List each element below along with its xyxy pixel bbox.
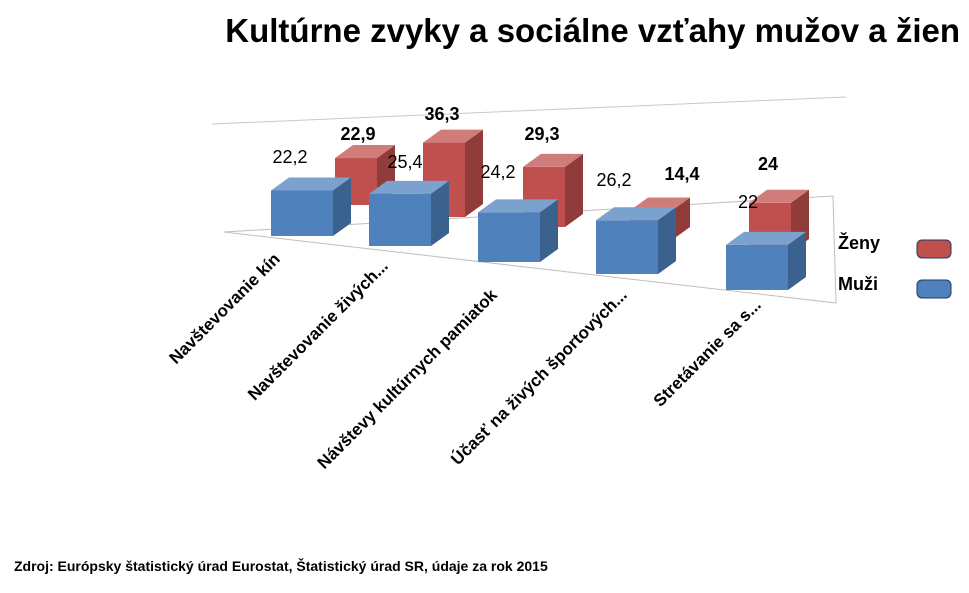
data-label-muzi-3: 26,2	[596, 170, 631, 190]
bar-muzi-4-top	[726, 231, 806, 245]
legend: Ženy Muži	[838, 232, 952, 299]
data-label-zeny-2: 29,3	[524, 124, 559, 144]
data-label-zeny-1: 36,3	[424, 104, 459, 124]
data-label-zeny-3: 14,4	[664, 164, 699, 184]
data-label-muzi-2: 24,2	[480, 162, 515, 182]
bar-muzi-1-side	[431, 180, 449, 246]
bar-muzi-2	[478, 199, 558, 262]
bar-zeny-3-top	[630, 197, 690, 211]
bar-muzi-0	[271, 177, 351, 236]
bar-muzi-0-side	[333, 177, 351, 236]
data-label-muzi-0: 22,2	[272, 147, 307, 167]
legend-label-zeny: Ženy	[838, 232, 880, 253]
bar-zeny-1-side	[465, 129, 483, 217]
bar-muzi-2-top	[478, 199, 558, 213]
legend-swatch-zeny	[916, 239, 952, 259]
bar-zeny-2-side	[565, 153, 583, 227]
source-note: Zdroj: Európsky štatistický úrad Eurosta…	[14, 558, 548, 574]
bar-muzi-1	[369, 180, 449, 246]
legend-label-muzi: Muži	[838, 274, 878, 294]
data-label-zeny-0: 22,9	[340, 124, 375, 144]
bar-zeny-2-top	[523, 153, 583, 167]
category-label-4: Stretávanie sa s...	[650, 295, 765, 410]
category-label-0: Navštevovanie kín	[165, 249, 283, 367]
bar-muzi-4-front	[726, 244, 788, 290]
bar-muzi-1-top	[369, 180, 449, 194]
bar-zeny-3-side	[672, 197, 690, 240]
legend-swatch-muzi	[916, 279, 952, 299]
bar-muzi-2-side	[540, 199, 558, 262]
bar-muzi-0-front	[271, 190, 333, 236]
data-label-zeny-4: 24	[758, 154, 778, 174]
bar-zeny-1-top	[423, 129, 483, 143]
bar-muzi-0-top	[271, 177, 351, 191]
bar-muzi-4-side	[788, 231, 806, 290]
bar-muzi-3-front	[596, 220, 658, 274]
bar-zeny-0-top	[335, 145, 395, 159]
bar-muzi-3	[596, 207, 676, 274]
chart-title: Kultúrne zvyky a sociálne vzťahy mužov a…	[225, 12, 960, 49]
bar-muzi-2-front	[478, 212, 540, 262]
bar-muzi-1-front	[369, 193, 431, 246]
data-label-muzi-4: 22	[738, 192, 758, 212]
chart-back-wall-edge	[211, 96, 847, 125]
bar-muzi-4	[726, 231, 806, 290]
bar-muzi-3-top	[596, 207, 676, 221]
bar-zeny-4-top	[749, 189, 809, 203]
data-label-muzi-1: 25,4	[387, 152, 422, 172]
bar-muzi-3-side	[658, 207, 676, 274]
